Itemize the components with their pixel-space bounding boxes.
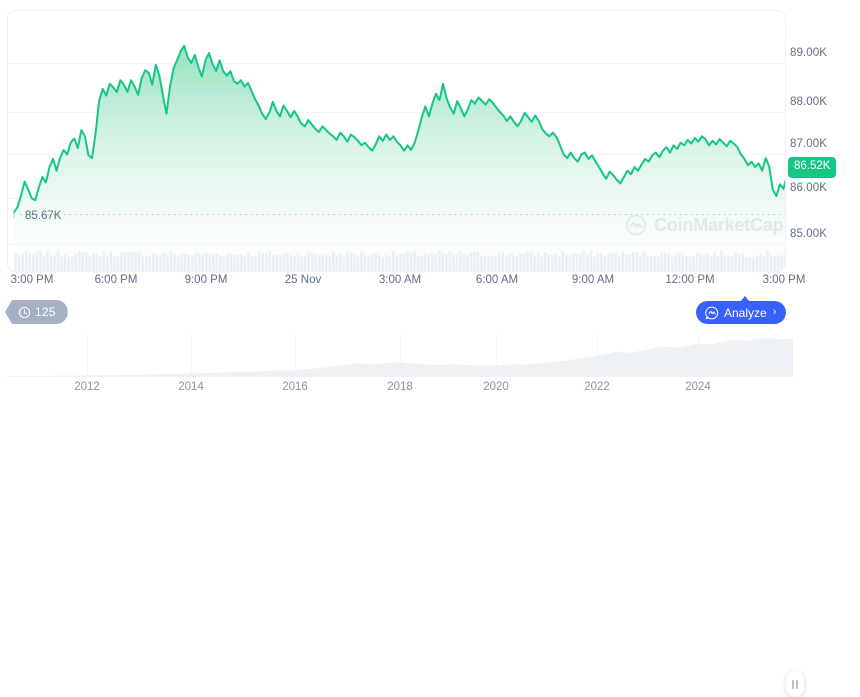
price-area-chart[interactable]: [8, 11, 786, 272]
x-tick-label: 3:00 PM: [762, 274, 806, 286]
low-price-label: 85.67K: [25, 210, 62, 222]
volume-bars: [14, 251, 785, 271]
analyze-button-label: Analyze: [724, 305, 767, 320]
range-navigator[interactable]: [7, 334, 804, 697]
y-tick-label: 86.00K: [790, 182, 828, 194]
navigator-mini-chart[interactable]: [7, 334, 793, 379]
y-tick-label: 89.00K: [790, 47, 828, 59]
drag-handle-icon: [792, 679, 794, 689]
main-chart-area[interactable]: 85.67K CoinMarketCap: [7, 10, 786, 272]
y-axis: 89.00K 88.00K 87.00K 86.52K 86.00K 85.00…: [788, 0, 860, 280]
x-axis: 3:00 PM 6:00 PM 9:00 PM 25 Nov 3:00 AM 6…: [0, 274, 860, 295]
y-tick-label: 87.00K: [790, 138, 828, 150]
y-tick-label: 85.00K: [790, 228, 828, 240]
analyze-button-pointer: [740, 296, 750, 302]
navigator-tick-label: 2022: [584, 381, 610, 393]
navigator-tick-label: 2024: [685, 381, 711, 393]
drag-handle-icon: [796, 679, 798, 689]
time-range-value: 125: [35, 305, 56, 319]
navigator-tick-label: 2014: [178, 381, 204, 393]
chevron-right-icon: ›: [772, 306, 777, 318]
navigator-tick-label: 2020: [483, 381, 509, 393]
time-range-badge[interactable]: 125: [5, 300, 68, 324]
navigator-right-handle[interactable]: [786, 671, 804, 697]
navigator-area: [7, 338, 793, 376]
x-tick-label: 6:00 PM: [94, 274, 138, 286]
navigator-tick-label: 2018: [387, 381, 413, 393]
x-tick-label: 12:00 PM: [665, 274, 715, 286]
x-tick-label: 3:00 AM: [378, 274, 422, 286]
x-tick-label: 25 Nov: [284, 274, 322, 286]
y-tick-label: 88.00K: [790, 96, 828, 108]
current-price-badge: 86.52K: [788, 157, 837, 178]
price-line: [13, 44, 785, 214]
navigator-tick-label: 2012: [74, 381, 100, 393]
clock-icon: [18, 306, 31, 318]
navigator-tick-label: 2016: [282, 381, 308, 393]
x-tick-label: 9:00 AM: [571, 274, 615, 286]
x-tick-label: 6:00 AM: [475, 274, 519, 286]
x-tick-label: 3:00 PM: [10, 274, 54, 286]
navigator-x-axis: 2012 2014 2016 2018 2020 2022 2024: [0, 381, 860, 398]
analyze-button[interactable]: Analyze ›: [696, 301, 787, 324]
analyze-chart-icon: [705, 306, 719, 319]
price-area-fill: [14, 45, 785, 271]
x-tick-label: 9:00 PM: [184, 274, 228, 286]
